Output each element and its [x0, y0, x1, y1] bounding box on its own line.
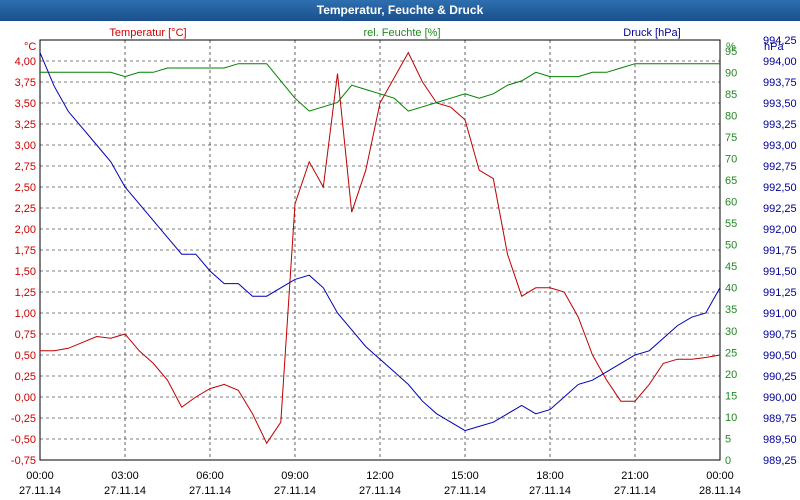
y-left-tick-label: 3,00: [15, 140, 36, 152]
y-left-tick-label: 3,25: [15, 119, 36, 131]
y-right-humidity-tick-label: 15: [725, 390, 737, 402]
y-left-tick-label: 1,00: [15, 308, 36, 320]
y-right-humidity-tick-label: 65: [725, 175, 737, 187]
y-right-pressure-tick-label: 990,50: [763, 350, 797, 362]
plot-frame: [39, 39, 721, 461]
y-right-pressure-tick-label: 993,00: [763, 140, 797, 152]
y-right-pressure-tick-label: 989,50: [763, 434, 797, 446]
y-right-humidity-tick-label: 55: [725, 218, 737, 230]
y-right-pressure-tick-label: 990,75: [763, 329, 797, 341]
y-right-humidity-tick-label: 50: [725, 240, 737, 252]
y-left-tick-label: 2,50: [15, 182, 36, 194]
y-right-pressure-tick-label: 991,75: [763, 245, 797, 257]
x-tick-time-label: 03:00: [111, 470, 139, 482]
y-right-humidity-tick-label: 60: [725, 197, 737, 209]
x-tick-date-label: 27.11.14: [444, 485, 486, 497]
x-tick-time-label: 06:00: [196, 470, 224, 482]
chart-series: [39, 51, 721, 445]
chart-grid: [40, 40, 720, 460]
y-left-tick-label: 1,50: [15, 266, 36, 278]
y-right-humidity-tick-label: 0: [725, 455, 731, 467]
y-right-pressure-tick-label: 990,00: [763, 392, 797, 404]
x-tick-date-label: 27.11.14: [274, 485, 316, 497]
series-label-temperature: Temperatur [°C]: [109, 27, 186, 39]
y-right-humidity-tick-label: 45: [725, 261, 737, 273]
chart-tick-labels: 00:00 27.11.14 03:00 27.11.14 06:00 27.11.14 0…: [11, 27, 797, 497]
y-left-tick-label: 3,75: [15, 77, 36, 89]
y-left-tick-label: 3,50: [15, 98, 36, 110]
y-left-tick-label: 1,25: [15, 287, 36, 299]
y-right-humidity-tick-label: 35: [725, 304, 737, 316]
y-right-pressure-tick-label: 989,75: [763, 413, 797, 425]
y-left-tick-label: 0,25: [15, 371, 36, 383]
y-right-humidity-tick-label: 5: [725, 433, 731, 445]
window-title-bar: Temperatur, Feuchte & Druck: [0, 0, 800, 21]
series-label-pressure: Druck [hPa]: [623, 27, 680, 39]
x-tick-time-label: 00:00: [26, 470, 54, 482]
y-right-humidity-tick-label: 75: [725, 132, 737, 144]
x-tick-date-label: 27.11.14: [104, 485, 146, 497]
x-tick-time-label: 00:00: [706, 470, 734, 482]
y-right-pressure-tick-label: 994,00: [763, 56, 797, 68]
y-right-pressure-tick-label: 990,25: [763, 371, 797, 383]
y-right-pressure-tick-label: 993,25: [763, 119, 797, 131]
x-tick-date-label: 27.11.14: [189, 485, 231, 497]
x-tick-time-label: 21:00: [621, 470, 649, 482]
y-right-humidity-unit-label: %: [726, 41, 736, 53]
y-right-humidity-tick-label: 70: [725, 153, 737, 165]
y-right-humidity-tick-label: 90: [725, 67, 737, 79]
x-tick-time-label: 18:00: [536, 470, 564, 482]
x-tick-date-label: 28.11.14: [699, 485, 741, 497]
y-right-pressure-tick-label: 991,00: [763, 308, 797, 320]
y-left-tick-label: 0,50: [15, 350, 36, 362]
y-right-pressure-tick-label: 991,50: [763, 266, 797, 278]
y-left-tick-label: -0,50: [11, 434, 36, 446]
y-left-tick-label: -0,75: [11, 455, 36, 467]
humidity-series-line: [40, 63, 720, 112]
y-right-pressure-tick-label: 993,50: [763, 98, 797, 110]
x-tick-time-label: 09:00: [281, 470, 309, 482]
y-left-tick-label: 2,00: [15, 224, 36, 236]
y-right-humidity-tick-label: 95: [725, 46, 737, 58]
temperature-series-line: [40, 51, 721, 445]
y-right-humidity-tick-label: 80: [725, 110, 737, 122]
y-right-pressure-tick-label: 991,25: [763, 287, 797, 299]
x-tick-time-label: 12:00: [366, 470, 394, 482]
chart-plot: 00:00 27.11.14 03:00 27.11.14 06:00 27.11.14 0…: [11, 27, 797, 497]
y-left-tick-label: -0,25: [11, 413, 36, 425]
y-right-humidity-tick-label: 40: [725, 283, 737, 295]
y-right-humidity-tick-label: 25: [725, 347, 737, 359]
y-right-pressure-tick-label: 994,25: [763, 35, 797, 47]
window-title: Temperatur, Feuchte & Druck: [316, 3, 484, 17]
y-right-pressure-tick-label: 993,75: [763, 77, 797, 89]
pressure-series-line: [39, 52, 721, 432]
y-left-tick-label: 0,00: [15, 392, 36, 404]
y-right-pressure-tick-label: 992,75: [763, 161, 797, 173]
series-label-humidity: rel. Feuchte [%]: [363, 27, 440, 39]
y-left-tick-label: 1,75: [15, 245, 36, 257]
y-right-humidity-tick-label: 85: [725, 89, 737, 101]
y-right-humidity-tick-label: 10: [725, 412, 737, 424]
y-left-unit-label: °C: [24, 41, 36, 53]
y-right-pressure-tick-label: 992,50: [763, 182, 797, 194]
y-right-pressure-unit-label: hPa: [764, 41, 784, 53]
y-right-pressure-tick-label: 992,00: [763, 224, 797, 236]
x-tick-date-label: 27.11.14: [529, 485, 571, 497]
y-right-pressure-tick-label: 992,25: [763, 203, 797, 215]
y-left-tick-label: 0,75: [15, 329, 36, 341]
y-right-humidity-tick-label: 30: [725, 326, 737, 338]
x-tick-date-label: 27.11.14: [19, 485, 61, 497]
x-tick-time-label: 15:00: [451, 470, 479, 482]
x-tick-date-label: 27.11.14: [614, 485, 656, 497]
x-tick-date-label: 27.11.14: [359, 485, 401, 497]
y-left-tick-label: 2,75: [15, 161, 36, 173]
y-left-tick-label: 2,25: [15, 203, 36, 215]
y-left-tick-label: 4,00: [15, 56, 36, 68]
y-right-pressure-tick-label: 989,25: [763, 455, 797, 467]
y-right-humidity-tick-label: 20: [725, 369, 737, 381]
